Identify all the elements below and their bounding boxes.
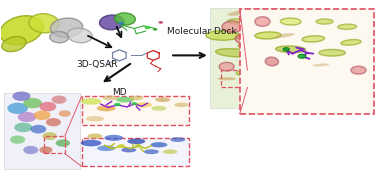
Ellipse shape [298, 54, 306, 58]
Ellipse shape [99, 15, 124, 30]
Ellipse shape [245, 85, 268, 90]
Ellipse shape [116, 97, 134, 103]
Ellipse shape [23, 98, 42, 108]
Ellipse shape [144, 149, 159, 154]
Ellipse shape [257, 24, 279, 30]
Ellipse shape [227, 10, 253, 16]
Ellipse shape [115, 13, 135, 25]
Ellipse shape [59, 110, 71, 117]
Ellipse shape [104, 135, 123, 141]
Ellipse shape [313, 64, 329, 66]
Ellipse shape [39, 102, 56, 111]
Ellipse shape [0, 16, 43, 45]
Ellipse shape [280, 18, 301, 25]
Ellipse shape [42, 132, 57, 140]
Ellipse shape [81, 140, 101, 146]
Ellipse shape [10, 135, 25, 144]
Bar [210, 8, 300, 108]
Ellipse shape [275, 33, 295, 38]
Ellipse shape [114, 103, 121, 106]
Bar [221, 70, 247, 88]
Bar [5, 93, 80, 169]
Ellipse shape [302, 36, 324, 42]
Ellipse shape [219, 62, 234, 71]
Ellipse shape [102, 95, 118, 100]
Ellipse shape [56, 139, 70, 147]
Bar [82, 138, 189, 166]
Ellipse shape [351, 66, 366, 74]
Ellipse shape [215, 49, 253, 57]
Ellipse shape [18, 112, 36, 122]
Ellipse shape [129, 96, 143, 100]
Ellipse shape [121, 148, 136, 152]
Ellipse shape [135, 144, 141, 148]
Ellipse shape [255, 17, 270, 26]
Bar [44, 136, 65, 153]
Ellipse shape [50, 32, 68, 43]
Ellipse shape [46, 118, 61, 126]
Ellipse shape [246, 98, 268, 101]
Ellipse shape [155, 97, 170, 102]
Ellipse shape [67, 28, 92, 43]
Ellipse shape [23, 146, 38, 154]
Ellipse shape [316, 19, 333, 24]
Ellipse shape [51, 18, 83, 37]
Bar [240, 9, 373, 114]
Ellipse shape [276, 46, 306, 53]
Ellipse shape [118, 144, 125, 148]
Ellipse shape [135, 102, 152, 107]
Ellipse shape [144, 26, 150, 29]
Ellipse shape [34, 110, 51, 120]
Ellipse shape [255, 58, 289, 65]
Bar [82, 96, 189, 125]
Ellipse shape [97, 105, 116, 111]
Ellipse shape [29, 14, 59, 33]
Ellipse shape [174, 103, 189, 107]
Ellipse shape [119, 22, 124, 25]
Text: MD: MD [112, 88, 127, 97]
Ellipse shape [236, 71, 262, 77]
Ellipse shape [222, 21, 243, 32]
Ellipse shape [206, 31, 240, 40]
Text: 3D-QSAR: 3D-QSAR [76, 60, 118, 69]
Ellipse shape [239, 40, 268, 48]
Ellipse shape [86, 116, 104, 121]
Ellipse shape [39, 146, 53, 154]
Ellipse shape [255, 32, 281, 39]
Ellipse shape [7, 103, 28, 114]
Ellipse shape [2, 37, 26, 52]
Text: Molecular Dock: Molecular Dock [167, 27, 237, 36]
Ellipse shape [228, 19, 248, 24]
Ellipse shape [240, 15, 255, 21]
Ellipse shape [265, 57, 279, 66]
Ellipse shape [158, 21, 163, 24]
Ellipse shape [51, 96, 67, 104]
Ellipse shape [170, 137, 185, 142]
Ellipse shape [217, 77, 236, 80]
Ellipse shape [235, 34, 252, 44]
Ellipse shape [97, 145, 115, 151]
Ellipse shape [14, 123, 33, 132]
Ellipse shape [341, 40, 361, 45]
Ellipse shape [338, 24, 356, 29]
Ellipse shape [12, 91, 31, 101]
Ellipse shape [132, 102, 138, 105]
Ellipse shape [150, 142, 167, 147]
Ellipse shape [283, 48, 289, 51]
Ellipse shape [153, 28, 157, 31]
Ellipse shape [31, 125, 46, 134]
Ellipse shape [127, 138, 145, 144]
Ellipse shape [87, 134, 102, 139]
Ellipse shape [319, 50, 345, 56]
Ellipse shape [81, 98, 101, 105]
Ellipse shape [151, 106, 166, 111]
Ellipse shape [163, 149, 177, 154]
